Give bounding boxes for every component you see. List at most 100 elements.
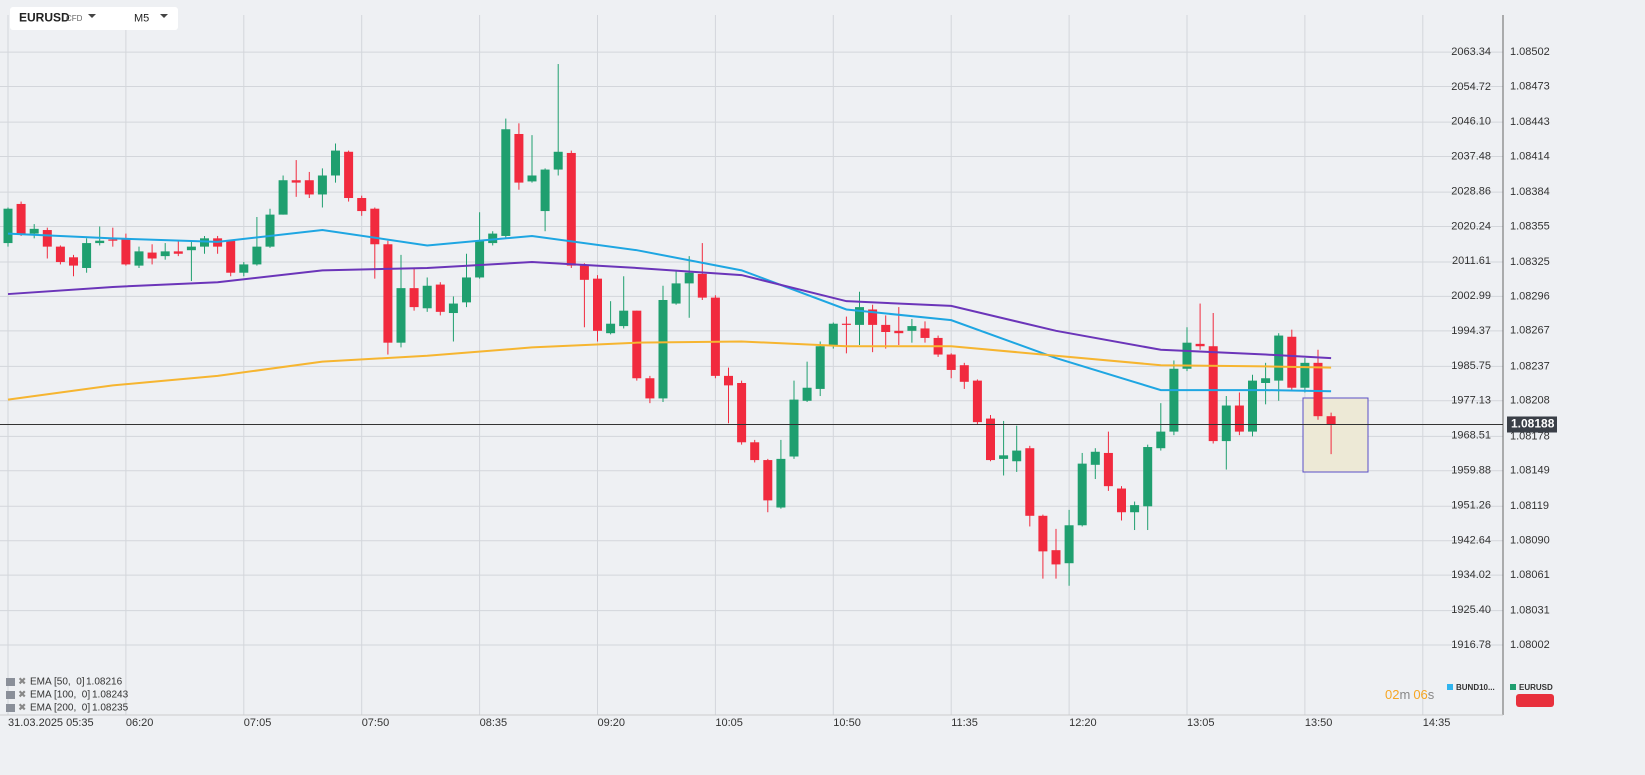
ema-legend-icon bbox=[6, 704, 15, 712]
candle-body bbox=[697, 273, 707, 298]
ema-line bbox=[7, 261, 1332, 360]
candle-body bbox=[1221, 405, 1231, 442]
candle-body bbox=[147, 252, 157, 259]
symbol[interactable]: EURUSD bbox=[19, 11, 70, 25]
x-tick-label: 10:05 bbox=[715, 717, 743, 729]
candle-body bbox=[750, 442, 760, 461]
x-tick-label: 08:35 bbox=[480, 717, 508, 729]
y2-tick-label: 1959.88 bbox=[1451, 465, 1491, 477]
candle-body bbox=[593, 278, 602, 331]
ema-legend-name: EMA bbox=[30, 677, 52, 688]
ema-line bbox=[7, 229, 1332, 393]
candle-body bbox=[200, 238, 209, 247]
candle-body bbox=[134, 251, 144, 266]
timeframe[interactable]: M5 bbox=[134, 12, 149, 24]
candle-body bbox=[724, 375, 733, 386]
legend-swatch bbox=[1447, 684, 1453, 690]
candle-body bbox=[815, 346, 825, 389]
candle-body bbox=[789, 399, 799, 457]
candle-body bbox=[291, 180, 301, 183]
candle-body bbox=[999, 455, 1009, 459]
y2-tick-label: 1925.40 bbox=[1451, 604, 1491, 616]
x-tick-label: 14:35 bbox=[1423, 717, 1451, 729]
candle-body bbox=[710, 297, 720, 376]
candle-body bbox=[855, 307, 864, 325]
candle-body bbox=[907, 326, 917, 331]
candle-body bbox=[383, 244, 393, 343]
candle-body bbox=[278, 180, 288, 215]
candle-body bbox=[422, 285, 432, 309]
candle-body bbox=[95, 240, 105, 244]
candle-body bbox=[868, 309, 878, 325]
candle-body bbox=[42, 230, 52, 247]
ema-legend-value: 1.08235 bbox=[92, 703, 129, 714]
y2-tick-label: 2046.10 bbox=[1451, 116, 1491, 128]
candle-body bbox=[370, 208, 380, 245]
selection-box[interactable] bbox=[1302, 397, 1369, 473]
y-tick-label: 1.08031 bbox=[1510, 605, 1550, 617]
ema-legend-icon bbox=[6, 678, 15, 686]
ema-legend-icon bbox=[6, 691, 15, 699]
y-tick-label: 1.08002 bbox=[1510, 639, 1550, 651]
y2-tick-label: 2054.72 bbox=[1451, 81, 1491, 93]
candle-body bbox=[894, 330, 904, 334]
x-tick-label: 10:50 bbox=[833, 717, 861, 729]
candle-body bbox=[540, 169, 550, 212]
legend-label: BUND10... bbox=[1456, 683, 1495, 692]
x-tick-label: 07:05 bbox=[244, 717, 272, 729]
candle-body bbox=[160, 251, 170, 257]
candle-body bbox=[331, 150, 340, 176]
candle-body bbox=[409, 288, 419, 308]
y2-tick-label: 2011.61 bbox=[1452, 255, 1491, 267]
y-tick-label: 1.08237 bbox=[1510, 360, 1550, 372]
y2-tick-label: 2063.34 bbox=[1451, 46, 1491, 58]
timeframe-dropdown[interactable] bbox=[160, 14, 168, 18]
ema-line bbox=[7, 340, 1332, 401]
symbol-dropdown[interactable] bbox=[88, 14, 96, 18]
candle-body bbox=[1025, 448, 1035, 516]
y2-tick-label: 1977.13 bbox=[1451, 395, 1491, 407]
candle-body bbox=[488, 233, 498, 244]
candle-body bbox=[239, 264, 249, 273]
ema-legend-params: [200, 0] bbox=[54, 703, 90, 714]
countdown: 02m 06s bbox=[1385, 687, 1435, 702]
y-tick-label: 1.08325 bbox=[1510, 256, 1550, 268]
candle-body bbox=[226, 240, 236, 273]
y-tick-label: 1.08296 bbox=[1510, 290, 1550, 302]
candle-body bbox=[776, 458, 786, 508]
candle-body bbox=[920, 328, 930, 338]
candle-body bbox=[606, 323, 616, 334]
candle-body bbox=[16, 203, 26, 234]
ema-legend-close: ✖ bbox=[18, 690, 26, 701]
candle-body bbox=[108, 239, 118, 241]
candle-body bbox=[802, 387, 812, 401]
candle-body bbox=[317, 175, 327, 195]
ema-legend-value: 1.08243 bbox=[92, 690, 129, 701]
candle-body bbox=[396, 288, 406, 343]
countdown-m: m bbox=[1399, 687, 1410, 702]
trade-button[interactable] bbox=[1516, 694, 1554, 707]
candle-body bbox=[1248, 380, 1257, 432]
y2-tick-label: 1985.75 bbox=[1451, 360, 1491, 372]
candle-body bbox=[357, 198, 367, 212]
y2-tick-label: 1942.64 bbox=[1451, 534, 1491, 546]
y2-tick-label: 2002.99 bbox=[1451, 290, 1491, 302]
candle-body bbox=[121, 238, 131, 265]
candle-body bbox=[265, 214, 275, 247]
y-tick-label: 1.08355 bbox=[1510, 220, 1550, 232]
candle-body bbox=[1169, 368, 1179, 432]
candle-body bbox=[252, 246, 262, 265]
y2-tick-label: 1916.78 bbox=[1451, 639, 1491, 651]
ema-legend-params: [100, 0] bbox=[54, 690, 90, 701]
x-tick-label: 07:50 bbox=[362, 717, 390, 729]
countdown-seconds: 06 bbox=[1413, 687, 1427, 702]
candle-body bbox=[658, 299, 668, 399]
y-tick-label: 1.08443 bbox=[1510, 116, 1550, 128]
symbol-type: CFD bbox=[66, 14, 83, 23]
y-tick-label: 1.08267 bbox=[1510, 325, 1550, 337]
y-tick-label: 1.08178 bbox=[1510, 430, 1550, 442]
y-tick-label: 1.08208 bbox=[1510, 395, 1550, 407]
candle-body bbox=[946, 354, 956, 370]
candle-body bbox=[29, 228, 39, 234]
symbol-box[interactable] bbox=[10, 7, 178, 30]
